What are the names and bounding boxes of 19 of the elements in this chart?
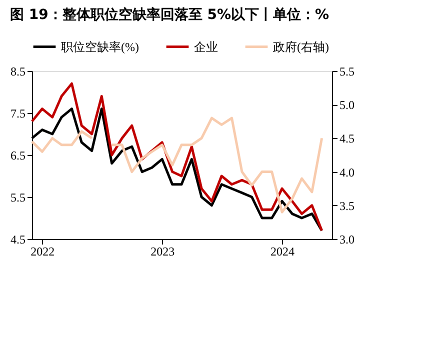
y-tick-label: 4.5: [10, 232, 26, 246]
chart-title: 图 19：整体职位空缺率回落至 5%以下丨单位：%: [10, 6, 330, 23]
legend-label: 政府(右轴): [273, 40, 329, 54]
x-tick-label: 2022: [30, 244, 55, 258]
y2-tick-label: 5.5: [340, 64, 354, 78]
legend-label: 企业: [194, 40, 218, 54]
y-tick-label: 6.5: [10, 148, 26, 162]
y2-tick-label: 3.0: [340, 232, 354, 246]
y-tick-label: 5.5: [10, 190, 26, 204]
x-tick-label: 2023: [150, 244, 175, 258]
y2-tick-label: 5.0: [340, 98, 354, 112]
y2-tick-label: 3.5: [340, 198, 354, 213]
y-tick-label: 7.5: [10, 106, 26, 120]
legend-label: 职位空缺率(%): [61, 40, 139, 54]
y-tick-label: 8.5: [10, 64, 26, 78]
y2-tick-label: 4.0: [340, 165, 354, 180]
x-tick-label: 2024: [270, 244, 295, 258]
line-series: [30, 82, 324, 232]
y2-tick-label: 4.5: [340, 132, 354, 146]
